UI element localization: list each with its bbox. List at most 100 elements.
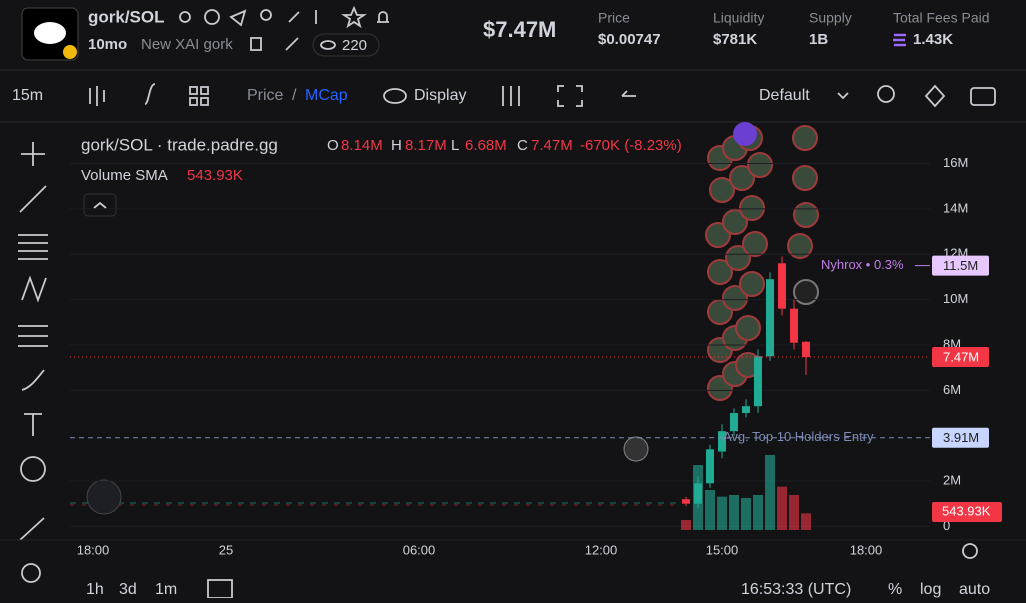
trader-avatar[interactable] [722, 285, 748, 311]
pair: gork/SOL [88, 7, 165, 26]
trader-avatar[interactable] [722, 209, 748, 235]
volume-bar [777, 486, 787, 530]
candle-body [766, 279, 774, 357]
drawing-tools[interactable] [18, 142, 48, 583]
volume-bar [729, 495, 739, 530]
x-tick-label: 06:00 [403, 542, 436, 557]
trader-avatar[interactable] [735, 315, 761, 341]
link-icon[interactable] [285, 37, 299, 51]
price-badge-label: 11.5M [943, 258, 978, 273]
market-cap: $7.47M [483, 17, 556, 42]
trader-avatar[interactable] [707, 259, 733, 285]
settings-icon[interactable] [962, 543, 978, 559]
sma-badge-label: 543.93K [942, 503, 991, 518]
mcap-toggle[interactable]: MCap [305, 87, 348, 104]
viewers: 220 [342, 37, 367, 54]
candle-body [694, 483, 702, 504]
trader-avatar[interactable] [793, 202, 819, 228]
volume-bar [681, 520, 691, 530]
x-tick-label: 18:00 [850, 542, 883, 557]
volume-bar [801, 513, 811, 530]
candle-body [742, 406, 750, 414]
trader-avatar[interactable] [742, 231, 768, 257]
toolbar-icons[interactable] [89, 83, 996, 108]
stat-label: Liquidity [713, 10, 764, 26]
volume-sma-label: Volume SMA [81, 167, 168, 184]
collapse-button[interactable] [83, 193, 117, 217]
y-tick-label: 10M [943, 291, 968, 306]
viewers-pill [312, 33, 380, 57]
candle-body [718, 431, 726, 452]
range-button[interactable]: 1m [155, 581, 177, 598]
token-name: New XAI gork [141, 36, 233, 53]
legend-value: 8.17M [405, 137, 447, 154]
x-tick-label: 25 [219, 542, 233, 557]
x-tick-label: 18:00 [77, 542, 110, 557]
volume-bar [741, 498, 751, 530]
auto-toggle[interactable]: auto [959, 581, 990, 598]
legend-key: L [451, 137, 459, 154]
trader-avatar[interactable] [787, 233, 813, 259]
volume-sma-value: 543.93K [187, 167, 243, 184]
volume-bar [765, 455, 775, 530]
log-toggle[interactable]: log [920, 581, 941, 598]
stat-label: Price [598, 10, 630, 26]
legend-key: H [391, 137, 402, 154]
candle-body [802, 341, 810, 357]
volume-bar [753, 495, 763, 530]
candle-body [790, 308, 798, 343]
candle-body [730, 413, 738, 432]
price-toggle[interactable]: Price [247, 87, 284, 104]
legend-key: C [517, 137, 528, 154]
percent-toggle[interactable]: % [888, 581, 902, 598]
y-tick-label: 14M [943, 200, 968, 215]
price-line-note: Avg. Top 10 Holders Entry [723, 429, 874, 444]
trader-avatar[interactable] [792, 125, 818, 151]
trader-avatar[interactable] [729, 165, 755, 191]
clock: 16:53:33 (UTC) [741, 581, 851, 598]
candle-body [706, 449, 714, 484]
trader-avatar[interactable] [747, 152, 773, 178]
candle-body [778, 263, 786, 309]
interval[interactable]: 15m [12, 87, 43, 104]
chart-title: gork/SOL · trade.padre.gg [81, 135, 278, 154]
trader-avatar[interactable] [709, 177, 735, 203]
candle-body [682, 499, 690, 504]
volume-bar [717, 496, 727, 530]
legend-value: 6.68M [465, 137, 507, 154]
y-tick-label: 2M [943, 472, 961, 487]
trader-avatar[interactable] [705, 222, 731, 248]
range-button[interactable]: 1h [86, 581, 104, 598]
logo-art [34, 22, 66, 44]
trader-avatar[interactable] [739, 195, 765, 221]
volume-bar [705, 490, 715, 530]
social-icons[interactable] [179, 5, 389, 29]
stat-label: Supply [809, 10, 852, 26]
trader-avatar[interactable] [733, 122, 757, 146]
x-tick-label: 12:00 [585, 542, 618, 557]
trader-avatar[interactable] [793, 279, 819, 305]
y-tick-label: 16M [943, 155, 968, 170]
legend-value: 8.14M [341, 137, 383, 154]
trader-avatar[interactable] [792, 165, 818, 191]
copy-icon[interactable] [250, 37, 262, 51]
trader-avatar[interactable] [739, 271, 765, 297]
layout-select[interactable]: Default [759, 87, 810, 104]
separator: / [292, 87, 297, 104]
price-line-note: Nyhrox • 0.3% [821, 257, 904, 272]
chevron [93, 201, 107, 209]
tv-logo[interactable] [86, 479, 122, 515]
eye-icon [320, 40, 336, 50]
price-badge [932, 427, 989, 448]
stat-value: $781K [713, 31, 757, 48]
trader-avatar[interactable] [725, 245, 751, 271]
display-button[interactable]: Display [414, 87, 466, 104]
logo-badge [63, 45, 77, 59]
range-button[interactable]: 3d [119, 581, 137, 598]
legend-value: 7.47M [531, 137, 573, 154]
sma-badge [932, 502, 1002, 522]
volume-bar [789, 495, 799, 530]
sol-icon [893, 33, 906, 47]
